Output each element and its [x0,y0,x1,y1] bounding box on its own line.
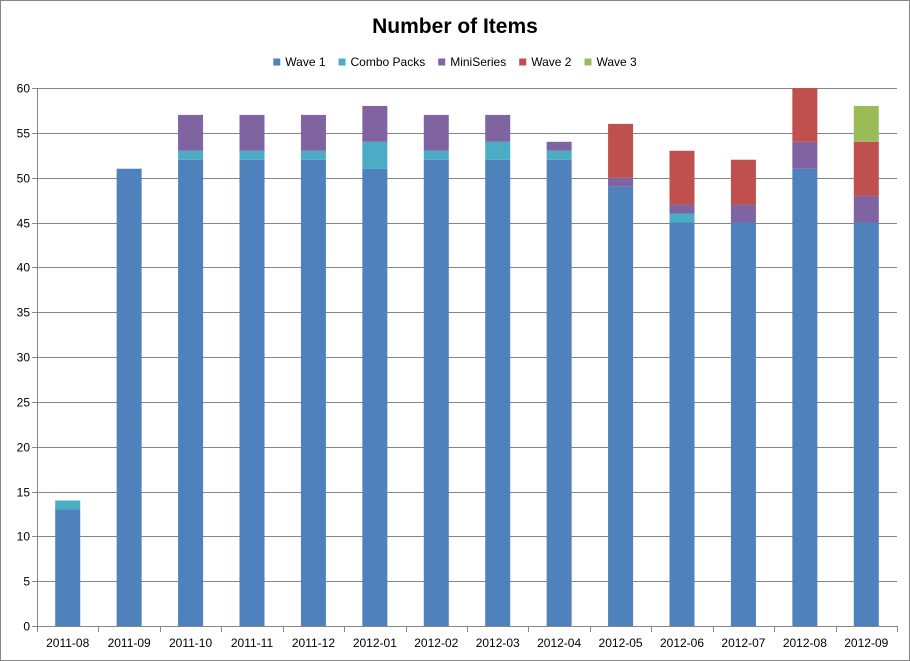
y-tick-label: 5 [23,575,30,589]
y-tick-label: 30 [17,351,31,365]
bar-segment-miniseries [546,141,572,151]
bar-segment-combo-packs [669,213,695,223]
bar-segment-miniseries [485,114,511,142]
legend-label: Wave 1 [285,55,326,69]
bar-segment-wave-1 [116,168,142,626]
x-tick-label: 2012-05 [599,636,643,650]
x-tick-label: 2011-12 [292,636,335,650]
bar-segment-wave-2 [792,88,818,142]
bar-segment-miniseries [669,204,695,214]
x-tick-label: 2012-08 [783,636,827,650]
bar-segment-wave-2 [853,141,879,196]
x-tick-label: 2011-10 [169,636,212,650]
x-tick-label: 2011-11 [231,636,274,650]
bar-segment-miniseries [730,204,756,223]
x-tick-label: 2012-07 [721,636,765,650]
bar-segment-wave-1 [362,168,388,626]
legend-item: MiniSeries [438,55,506,69]
legend-item: Wave 3 [584,55,637,69]
legend-item: Wave 2 [519,55,572,69]
y-tick-label: 55 [17,127,31,141]
bar-segment-wave-1 [608,186,634,626]
bar-segment-wave-1 [485,159,511,626]
y-tick-label: 15 [17,486,31,500]
bar-segment-combo-packs [239,150,265,160]
bar-segment-wave-1 [55,509,81,626]
bar-segment-miniseries [423,114,449,151]
bar-segment-miniseries [300,114,326,151]
x-tick-label: 2011-09 [108,636,151,650]
x-tick-label: 2011-08 [46,636,89,650]
x-tick-label: 2012-03 [476,636,520,650]
legend: Wave 1 Combo Packs MiniSeries Wave 2 Wave 3 [273,55,637,69]
legend-label: Wave 2 [531,55,572,69]
bar-segment-wave-1 [239,159,265,626]
x-tick-labels: 2011-08 2011-09 2011-10 2011-11 2011-12 2012-… [46,636,888,650]
legend-swatch [519,58,527,66]
bar-segment-wave-1 [853,222,879,626]
bar-segment-miniseries [178,114,204,151]
y-tick-label: 0 [23,620,30,634]
bar-segment-miniseries [792,141,818,169]
x-tick-label: 2012-02 [414,636,458,650]
bar-segment-miniseries [853,195,879,223]
legend-swatch [438,58,446,66]
legend-label: MiniSeries [450,55,506,69]
legend-item: Combo Packs [338,55,426,69]
y-tick-label: 20 [17,441,31,455]
bar-segment-wave-1 [792,168,818,626]
axes [32,88,898,632]
y-tick-label: 40 [17,261,31,275]
bar-segment-wave-2 [730,159,756,205]
bar-segment-combo-packs [55,500,81,510]
bar-segment-wave-1 [730,222,756,626]
bar-segment-wave-1 [300,159,326,626]
legend-label: Wave 3 [596,55,637,69]
y-tick-label: 60 [17,82,31,96]
bar-segment-wave-2 [669,150,695,205]
y-tick-label: 50 [17,172,31,186]
x-tick-label: 2012-04 [537,636,581,650]
bar-segment-miniseries [239,114,265,151]
x-tick-label: 2012-01 [353,636,397,650]
bar-segment-wave-1 [423,159,449,626]
y-tick-labels: 0 5 10 15 20 25 30 35 40 45 50 55 60 [17,82,31,634]
y-tick-label: 35 [17,306,31,320]
bar-segment-wave-2 [608,123,634,178]
bar-segment-combo-packs [178,150,204,160]
bar-segment-wave-1 [178,159,204,626]
legend-swatch [338,58,346,66]
y-tick-label: 10 [17,530,31,544]
bar-segment-combo-packs [423,150,449,160]
bar-segment-wave-1 [669,222,695,626]
bars [55,88,879,626]
y-tick-label: 45 [17,217,31,231]
chart-title: Number of Items [372,15,538,38]
bar-segment-miniseries [362,105,388,142]
legend-swatch [273,58,281,66]
bar-segment-wave-3 [853,105,879,142]
legend-item: Wave 1 [273,55,326,69]
bar-segment-combo-packs [362,141,388,169]
x-tick-label: 2012-09 [844,636,888,650]
y-tick-label: 25 [17,396,31,410]
x-tick-label: 2012-06 [660,636,704,650]
bar-segment-combo-packs [300,150,326,160]
legend-label: Combo Packs [351,55,426,69]
legend-swatch [584,58,592,66]
gridlines [37,88,897,582]
bar-segment-combo-packs [546,150,572,160]
bar-segment-miniseries [608,177,634,187]
bar-segment-wave-1 [546,159,572,626]
bar-segment-combo-packs [485,141,511,160]
